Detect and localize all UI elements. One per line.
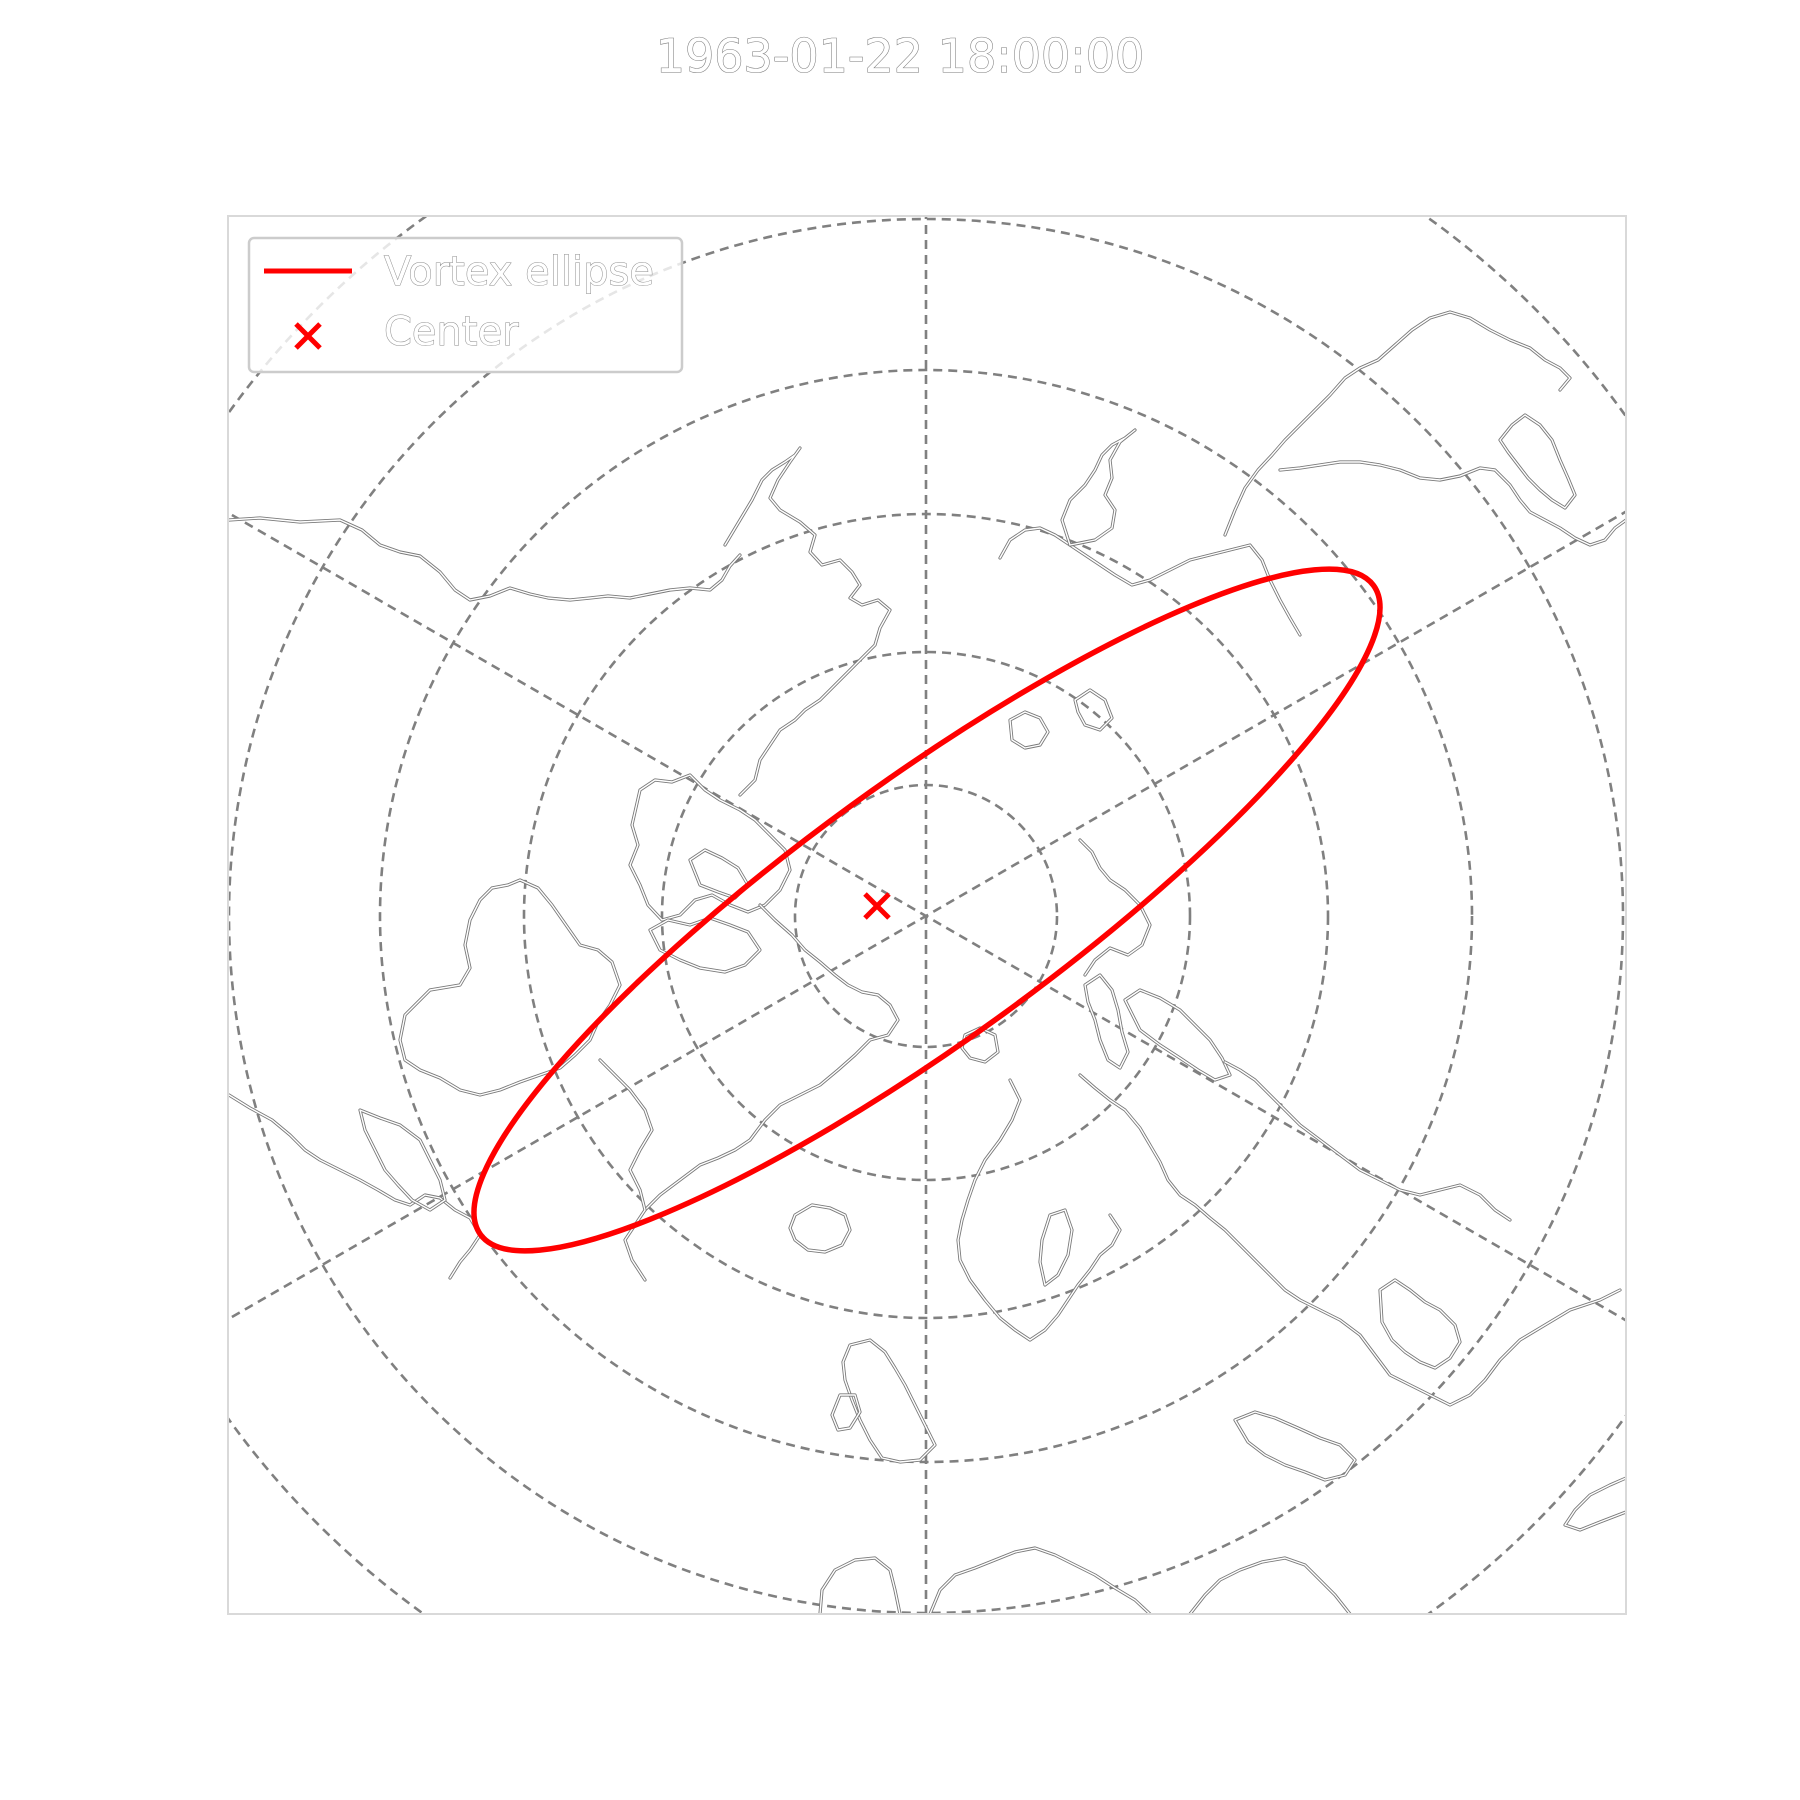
- legend: Vortex ellipse Center: [247, 236, 684, 374]
- meridian-line: [229, 510, 1625, 1321]
- vortex-layer: [471, 566, 1383, 1254]
- map-content: [229, 217, 1625, 1613]
- vortex-center-marker: [863, 892, 891, 920]
- parallel-circle: [660, 650, 1192, 1182]
- legend-x-glyph: [294, 322, 322, 350]
- legend-label-vortex-ellipse: Vortex ellipse: [384, 249, 654, 295]
- legend-box: [247, 236, 684, 374]
- legend-label-center: Center: [384, 309, 519, 355]
- vortex-ellipse: [471, 566, 1383, 1254]
- coastlines: [229, 310, 1625, 1613]
- legend-x-marker: [294, 322, 322, 350]
- map-title: 1963-01-22 18:00:00: [656, 29, 1145, 83]
- parallel-circle: [229, 217, 1625, 1613]
